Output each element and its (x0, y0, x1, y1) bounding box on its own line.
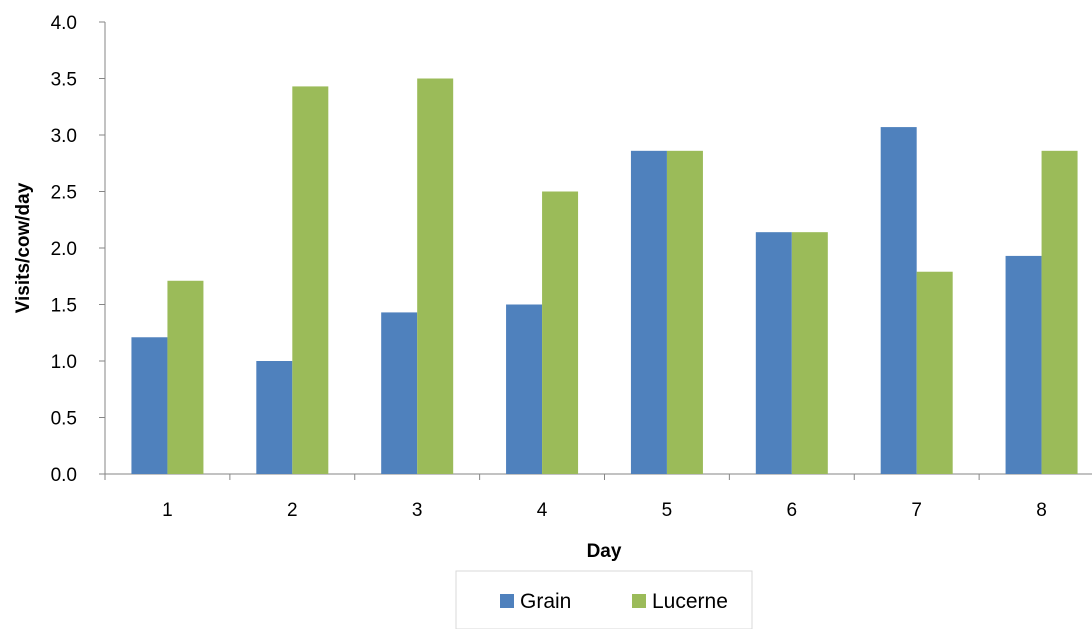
bar-lucerne-day-1 (167, 280, 204, 474)
legend-swatch-lucerne (632, 594, 646, 608)
y-tick-label: 1.0 (51, 352, 77, 373)
x-tick-label: 1 (162, 500, 173, 521)
y-tick-label: 4.0 (51, 13, 77, 34)
y-tick-label: 2.5 (51, 183, 77, 204)
y-axis-title: Visits/cow/day (13, 182, 34, 313)
x-tick-label: 3 (412, 500, 423, 521)
x-axis-ticks: 1 2 3 4 5 6 7 8 (104, 474, 1047, 521)
bar-grain-day-4 (506, 304, 543, 474)
x-tick-label: 6 (787, 500, 798, 521)
y-tick-label: 3.5 (51, 70, 77, 91)
x-tick-label: 2 (287, 500, 298, 521)
bar-grain-day-3 (381, 312, 418, 474)
bars (131, 78, 1078, 474)
bar-lucerne-day-4 (542, 191, 579, 474)
bar-grain-day-6 (755, 232, 792, 474)
legend: Grain Lucerne (455, 570, 753, 629)
x-tick-label: 7 (911, 500, 922, 521)
y-tick-label: 0.5 (51, 409, 77, 430)
x-tick-label: 5 (662, 500, 673, 521)
bar-grain-day-8 (1005, 255, 1042, 474)
legend-swatch-grain (500, 594, 514, 608)
bar-grain-day-5 (630, 150, 667, 474)
bar-grain-day-7 (880, 127, 917, 474)
y-tick-label: 1.5 (51, 296, 77, 317)
bar-lucerne-day-2 (292, 86, 329, 474)
bar-grain-day-1 (131, 337, 168, 474)
legend-label-lucerne: Lucerne (652, 590, 728, 613)
bar-lucerne-day-5 (666, 150, 703, 474)
y-tick-label: 3.0 (51, 126, 77, 147)
bar-grain-day-2 (256, 361, 293, 474)
y-tick-label: 2.0 (51, 239, 77, 260)
bar-lucerne-day-3 (417, 78, 454, 474)
bar-lucerne-day-8 (1041, 150, 1078, 474)
legend-label-grain: Grain (520, 590, 571, 613)
x-axis-title: Day (587, 541, 622, 562)
bar-lucerne-day-7 (916, 271, 953, 474)
x-tick-label: 4 (537, 500, 548, 521)
x-tick-label: 8 (1036, 500, 1047, 521)
bar-lucerne-day-6 (791, 232, 828, 474)
y-tick-label: 0.0 (51, 465, 77, 486)
y-axis-ticks: 0.0 0.5 1.0 1.5 2.0 2.5 3.0 3.5 4.0 (51, 13, 105, 486)
